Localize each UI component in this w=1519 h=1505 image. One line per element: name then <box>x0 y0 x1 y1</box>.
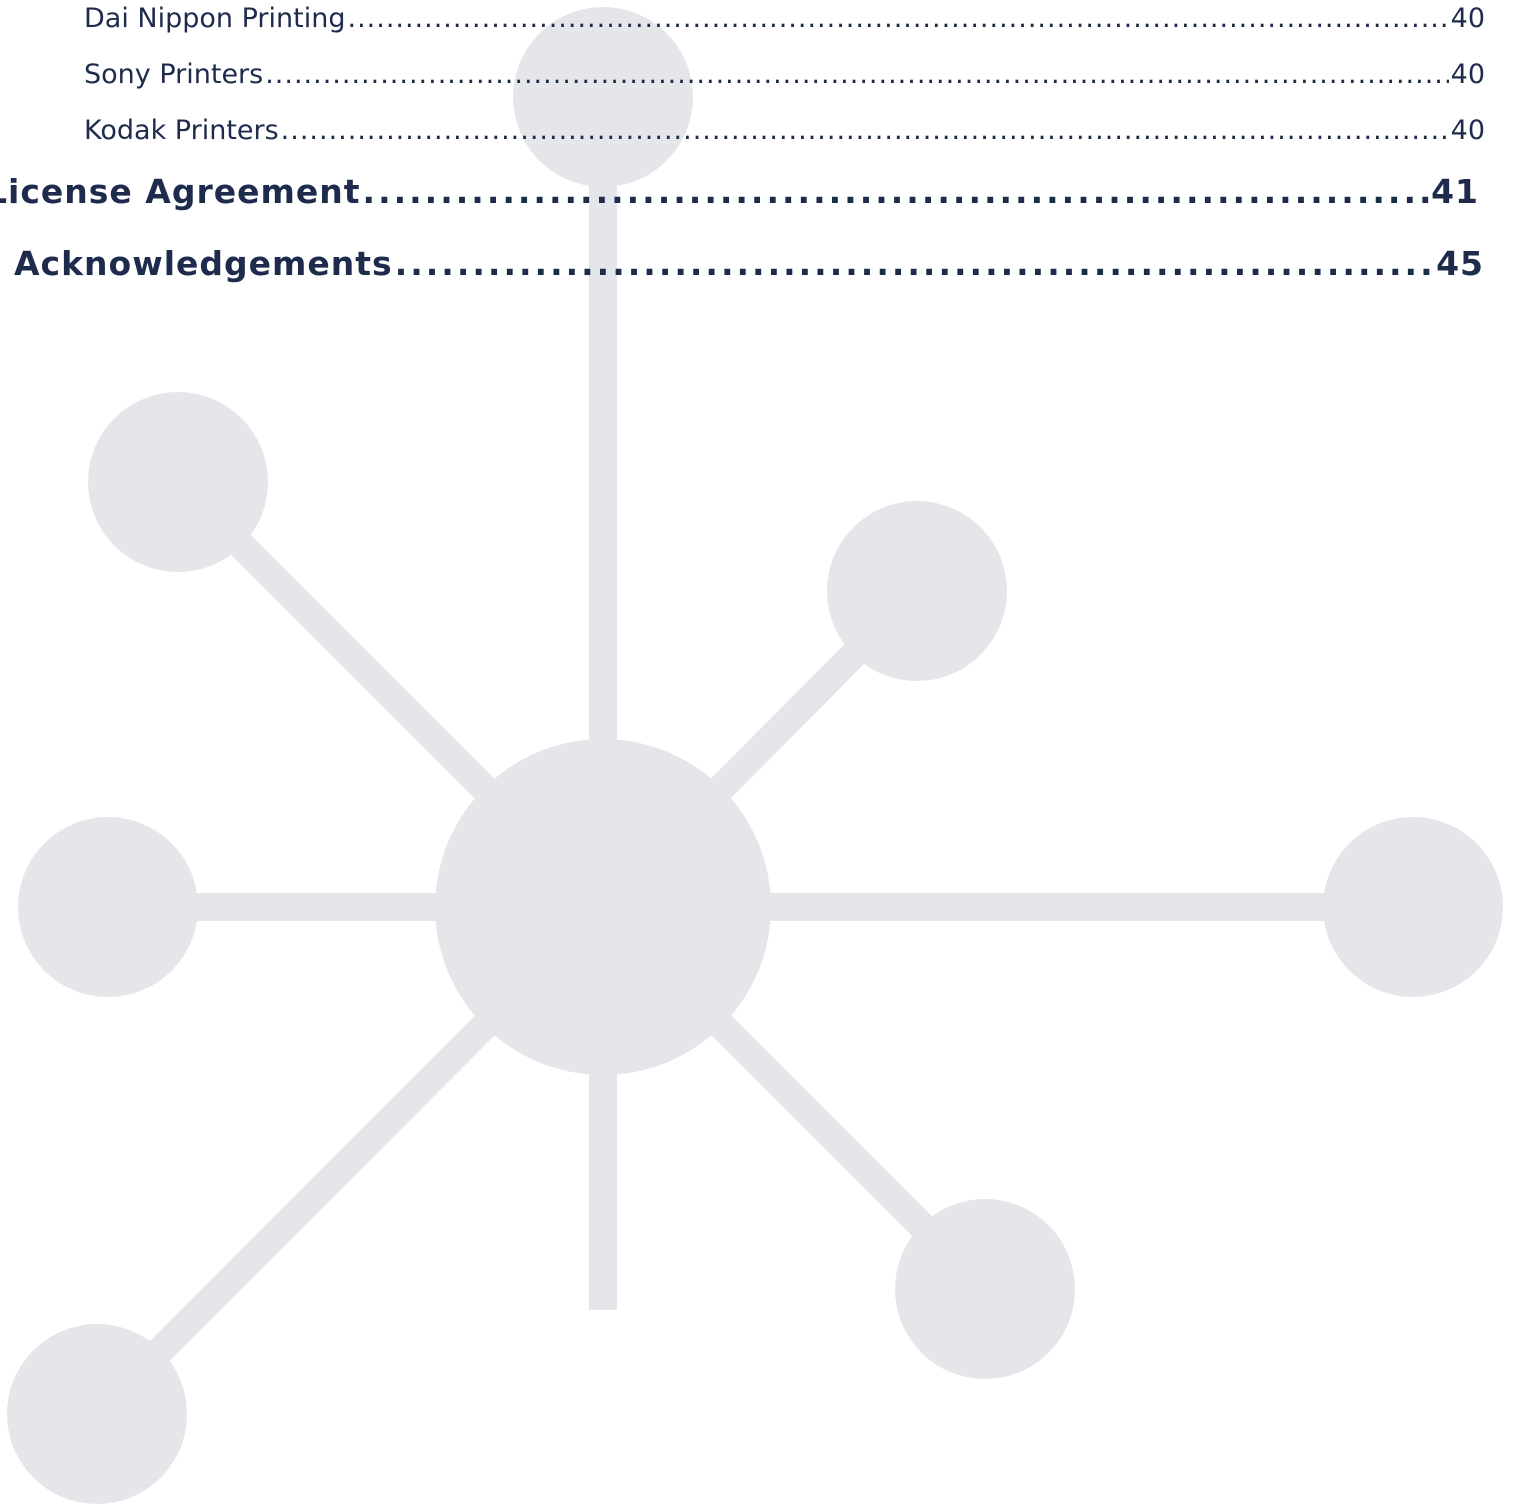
node <box>895 1199 1075 1379</box>
entry-page: 40 <box>1451 59 1485 90</box>
node <box>1323 817 1503 997</box>
entry-title: License Agreement <box>0 172 361 211</box>
toc-entry[interactable]: Acknowledgements 45 <box>14 244 1484 290</box>
node <box>827 501 1007 681</box>
page: {"toc": { "sub_entries": [ {"title": "Da… <box>0 0 1519 1505</box>
entry-page: 41 <box>1431 172 1479 211</box>
toc-entry[interactable]: Sony Printers 40 <box>84 59 1485 99</box>
toc-entry[interactable]: License Agreement 41 <box>0 172 1479 218</box>
entry-page: 40 <box>1451 115 1485 146</box>
entry-page: 40 <box>1451 3 1485 34</box>
entry-title: Acknowledgements <box>14 244 393 283</box>
dot-leader <box>347 3 1448 34</box>
entry-title: Sony Printers <box>84 59 263 90</box>
node <box>7 1324 187 1504</box>
dot-leader <box>281 115 1449 146</box>
node <box>18 817 198 997</box>
network-graphic <box>0 0 1519 1505</box>
entry-page: 45 <box>1436 244 1484 283</box>
dot-leader <box>265 59 1448 90</box>
node <box>88 392 268 572</box>
toc-entry[interactable]: Dai Nippon Printing 40 <box>84 3 1485 43</box>
dot-leader <box>363 172 1430 211</box>
dot-leader <box>395 244 1434 283</box>
toc-entry[interactable]: Kodak Printers 40 <box>84 115 1485 155</box>
hub-node <box>435 739 771 1075</box>
entry-title: Dai Nippon Printing <box>84 3 345 34</box>
entry-title: Kodak Printers <box>84 115 279 146</box>
